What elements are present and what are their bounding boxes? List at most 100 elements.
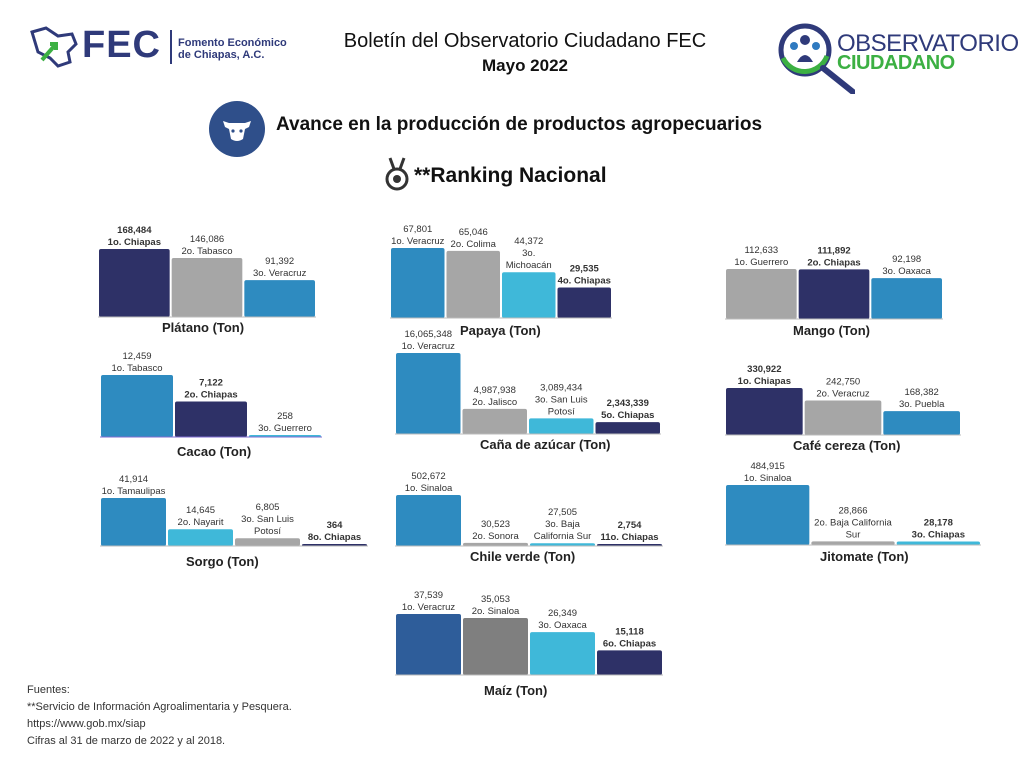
rank-label-chile-verde-3: California Sur — [534, 531, 592, 542]
chart-title-papaya: Papaya (Ton) — [460, 323, 541, 338]
fec-name-line2: de Chiapas, A.C. — [178, 49, 265, 61]
cow-glyph — [223, 121, 251, 141]
ranking-title: **Ranking Nacional — [414, 164, 607, 187]
mexico-map-icon — [30, 26, 78, 68]
value-label-jitomate-3: 28,178 — [924, 518, 953, 529]
bar-cafe-cereza-3 — [883, 411, 960, 435]
bar-jitomate-3 — [896, 541, 980, 545]
value-label-cafe-cereza-2: 242,750 — [826, 377, 860, 388]
value-label-sorgo-3: 6,805 — [256, 502, 280, 513]
observatorio-logo: OBSERVATORIO CIUDADANO — [775, 22, 1019, 94]
value-label-cacao-2: 7,122 — [199, 378, 223, 389]
value-label-maiz-4: 15,118 — [615, 626, 644, 637]
rank-label-mango-2: 2o. Chiapas — [807, 257, 860, 268]
chart-title-mango: Mango (Ton) — [793, 323, 871, 338]
value-label-mango-1: 112,633 — [745, 245, 779, 256]
rank-label-papaya-2: 2o. Colima — [451, 239, 497, 250]
fec-name: Fomento Económico de Chiapas, A.C. — [178, 37, 287, 61]
chart-title-sorgo: Sorgo (Ton) — [186, 554, 259, 569]
bar-mango-1 — [726, 269, 797, 319]
rank-label-cana-de-azucar-4: 5o. Chiapas — [601, 410, 654, 421]
medal-icon — [384, 157, 410, 191]
rank-label-platano-1: 1o. Chiapas — [108, 237, 161, 248]
value-label-papaya-3: 44,372 — [514, 236, 543, 247]
rank-label-jitomate-2: 2o. Baja California — [814, 517, 892, 528]
bar-maiz-2 — [463, 618, 528, 675]
value-label-chile-verde-3: 27,505 — [548, 507, 577, 518]
value-label-cafe-cereza-3: 168,382 — [904, 387, 938, 398]
value-label-cana-de-azucar-2: 4,987,938 — [474, 385, 516, 396]
rank-label-papaya-4: 4o. Chiapas — [558, 276, 611, 287]
fec-wordmark: FEC — [82, 24, 161, 66]
rank-label-jitomate-3: 3o. Chiapas — [912, 530, 965, 541]
bar-cana-de-azucar-4 — [595, 422, 660, 434]
value-label-chile-verde-4: 2,754 — [618, 520, 642, 531]
rank-label-jitomate-2: Sur — [846, 529, 861, 540]
sources-url[interactable]: https://www.gob.mx/siap — [27, 718, 146, 730]
sources: Fuentes: **Servicio de Información Agroa… — [27, 682, 292, 750]
chart-title-jitomate: Jitomate (Ton) — [820, 549, 909, 564]
rank-label-cafe-cereza-1: 1o. Chiapas — [738, 376, 791, 387]
rank-label-mango-3: 3o. Oaxaca — [882, 266, 931, 277]
cow-icon — [209, 101, 265, 157]
bar-platano-1 — [99, 249, 170, 317]
rank-label-sorgo-3: Potosí — [254, 526, 281, 537]
value-label-cacao-3: 258 — [277, 411, 293, 422]
bar-cana-de-azucar-1 — [396, 353, 461, 434]
rank-label-maiz-4: 6o. Chiapas — [603, 638, 656, 649]
bar-cafe-cereza-1 — [726, 388, 803, 435]
bar-mango-3 — [871, 278, 942, 319]
bar-chile-verde-3 — [530, 543, 595, 546]
bar-cana-de-azucar-2 — [462, 408, 527, 434]
rank-label-papaya-1: 1o. Veracruz — [391, 236, 445, 247]
chart-title-maiz: Maíz (Ton) — [484, 683, 548, 698]
rank-label-maiz-3: 3o. Oaxaca — [538, 620, 587, 631]
rank-label-chile-verde-1: 1o. Sinaloa — [405, 483, 453, 494]
bar-sorgo-3 — [235, 538, 300, 546]
value-label-platano-3: 91,392 — [265, 256, 294, 267]
bar-sorgo-2 — [168, 529, 233, 546]
rank-label-mango-1: 1o. Guerrero — [734, 257, 788, 268]
bar-chile-verde-2 — [463, 542, 528, 546]
observatorio-word: OBSERVATORIO — [837, 30, 1019, 57]
value-label-maiz-2: 35,053 — [481, 594, 510, 605]
rank-label-platano-2: 2o. Tabasco — [181, 246, 232, 257]
rank-label-chile-verde-3: 3o. Baja — [545, 519, 581, 530]
rank-label-cacao-2: 2o. Chiapas — [184, 390, 237, 401]
bar-platano-3 — [244, 280, 315, 317]
rank-label-papaya-3: Michoacán — [506, 260, 552, 271]
value-label-maiz-3: 26,349 — [548, 608, 577, 619]
value-label-papaya-4: 29,535 — [570, 264, 600, 275]
rank-label-platano-3: 3o. Veracruz — [253, 268, 307, 279]
chart-title-platano: Plátano (Ton) — [162, 320, 245, 335]
rank-label-cafe-cereza-3: 3o. Puebla — [899, 399, 945, 410]
bar-jitomate-1 — [726, 485, 810, 545]
rank-label-cacao-1: 1o. Tabasco — [111, 363, 162, 374]
sources-siap: **Servicio de Información Agroalimentari… — [27, 701, 292, 713]
chart-title-cana-de-azucar: Caña de azúcar (Ton) — [480, 437, 611, 452]
bar-papaya-1 — [391, 248, 445, 318]
bar-cana-de-azucar-3 — [529, 418, 594, 434]
rank-label-chile-verde-4: 11o. Chiapas — [600, 532, 658, 543]
value-label-sorgo-2: 14,645 — [186, 505, 215, 516]
bar-cacao-2 — [175, 401, 247, 437]
value-label-maiz-1: 37,539 — [414, 590, 443, 601]
magnifier-people-icon — [778, 23, 855, 94]
value-label-papaya-2: 65,046 — [459, 227, 488, 238]
chart-title-cafe-cereza: Café cereza (Ton) — [793, 438, 901, 453]
value-label-cana-de-azucar-4: 2,343,339 — [607, 398, 649, 409]
rank-label-cana-de-azucar-3: Potosí — [548, 406, 575, 417]
rank-label-cafe-cereza-2: 2o. Veracruz — [816, 389, 870, 400]
bar-mango-2 — [798, 269, 870, 319]
value-label-platano-2: 146,086 — [190, 234, 224, 245]
rank-label-sorgo-1: 1o. Tamaulipas — [102, 486, 166, 497]
bar-sorgo-1 — [101, 498, 166, 546]
